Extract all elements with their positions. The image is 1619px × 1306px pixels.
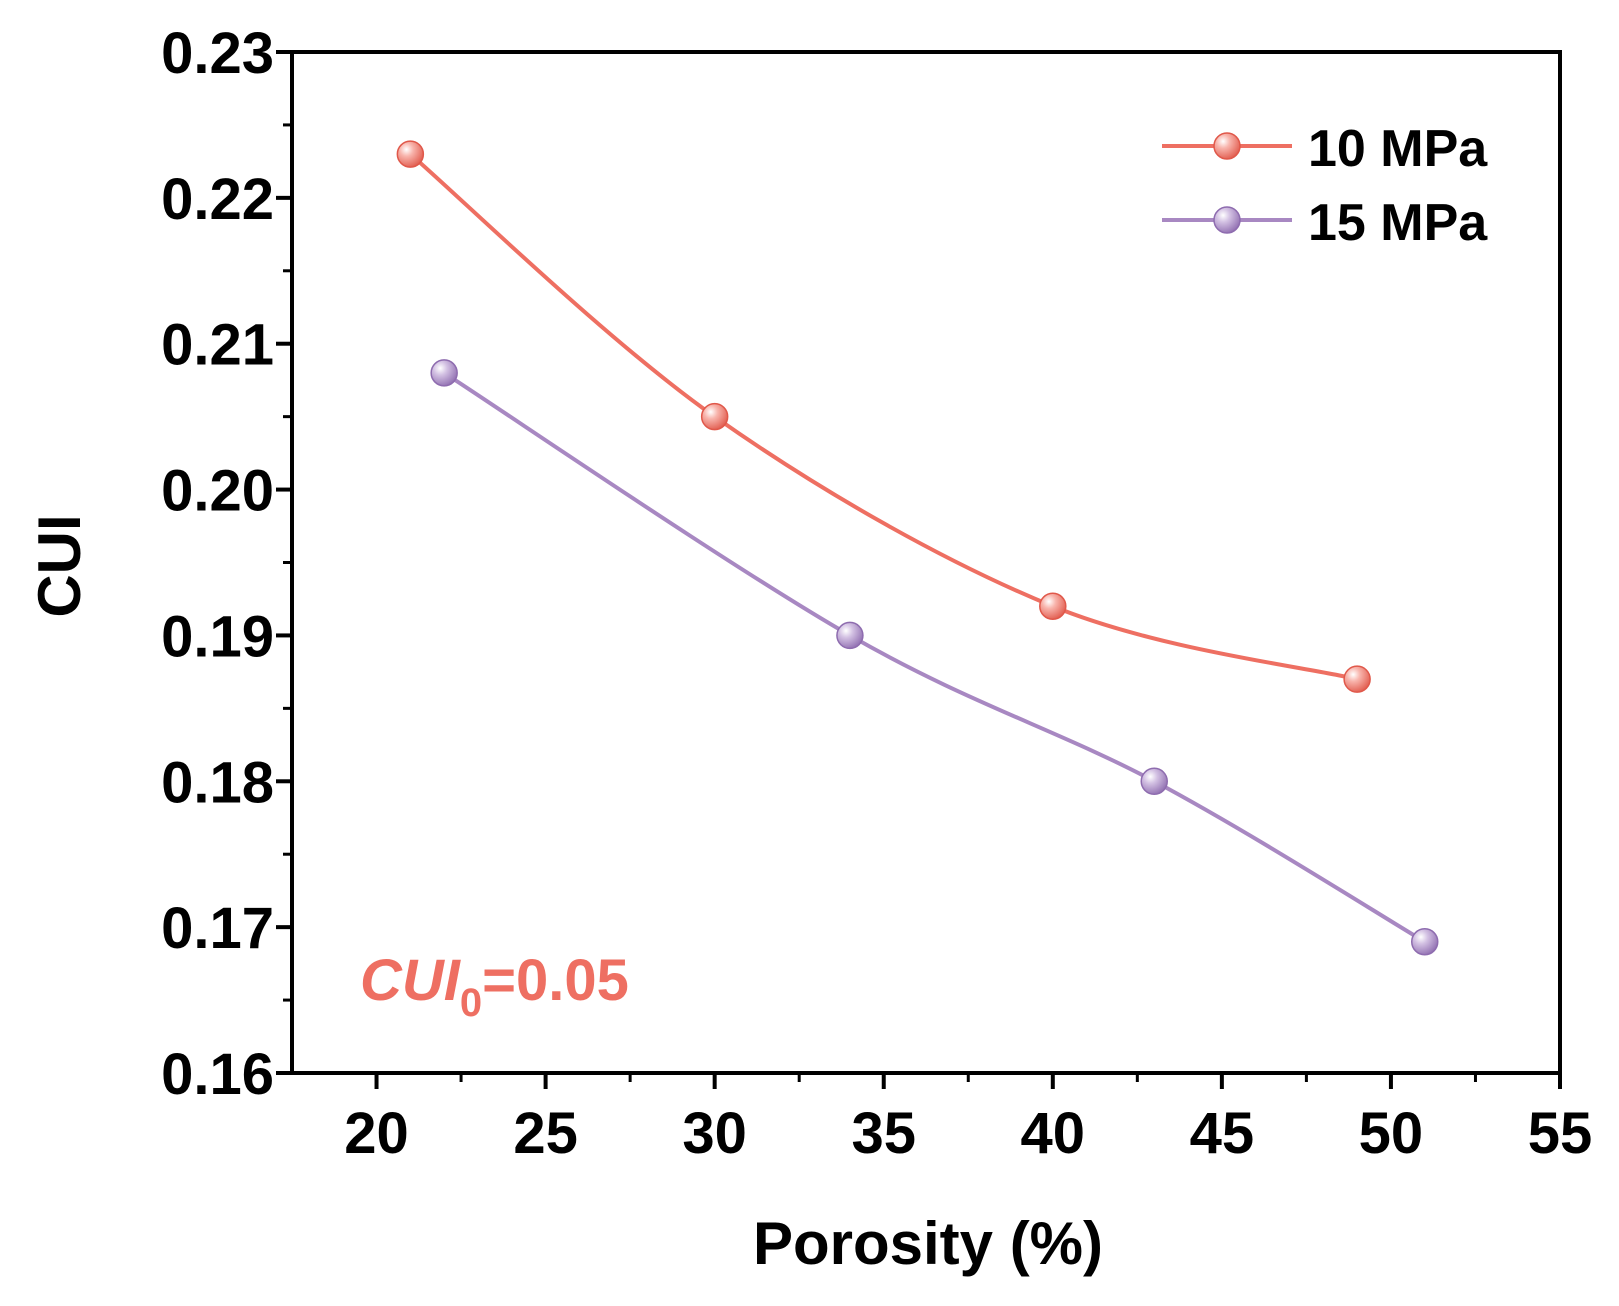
y-tick-label: 0.20 (161, 459, 274, 524)
x-tick-label: 35 (851, 1101, 916, 1166)
series-line-15mpa (443, 371, 1426, 944)
x-tick-label: 30 (682, 1101, 747, 1166)
x-tick-label: 55 (1528, 1101, 1593, 1166)
y-tick-label: 0.21 (161, 313, 274, 378)
data-point-15mpa (1410, 927, 1439, 956)
series-layer (396, 140, 1439, 956)
legend: 10 MPa 15 MPa (1162, 120, 1488, 252)
data-point-10mpa (700, 402, 729, 431)
annotation-main: CUI (360, 948, 462, 1013)
annotation-subscript: 0 (460, 981, 482, 1025)
annotation-suffix: =0.05 (482, 948, 629, 1013)
y-tick-label: 0.23 (161, 21, 274, 86)
x-axis-label: Porosity (%) (753, 1210, 1103, 1277)
y-tick-label: 0.17 (161, 896, 274, 961)
data-point-15mpa (836, 621, 864, 650)
data-point-10mpa (1039, 592, 1067, 621)
y-tick-label: 0.19 (161, 604, 274, 669)
y-axis-label: CUI (26, 514, 93, 617)
y-tick-label: 0.16 (161, 1042, 274, 1107)
annotation-cui0: CUI0=0.05 (360, 948, 629, 1025)
data-point-15mpa (1140, 767, 1168, 796)
legend-label-10mpa: 10 MPa (1308, 120, 1488, 178)
data-point-10mpa (1343, 665, 1371, 693)
legend-entry-10mpa: 10 MPa (1162, 120, 1488, 178)
legend-entry-15mpa: 15 MPa (1162, 194, 1488, 252)
x-tick-label: 50 (1359, 1101, 1424, 1166)
legend-marker-15mpa (1213, 206, 1241, 234)
y-tick-label: 0.22 (161, 167, 274, 232)
ticks-layer: 20 25 30 35 40 45 50 55 0.16 0.17 0.18 0.19 0.20 0.21… (161, 21, 1592, 1166)
y-tick-label: 0.18 (161, 750, 274, 815)
x-tick-label: 25 (513, 1101, 578, 1166)
series-line-10mpa (409, 152, 1358, 682)
data-point-15mpa (430, 359, 458, 387)
legend-label-15mpa: 15 MPa (1308, 194, 1488, 252)
legend-marker-10mpa (1213, 132, 1241, 160)
x-tick-label: 45 (1190, 1101, 1255, 1166)
data-point-10mpa (396, 140, 425, 168)
x-tick-label: 20 (344, 1101, 409, 1166)
x-tick-label: 40 (1021, 1101, 1086, 1166)
